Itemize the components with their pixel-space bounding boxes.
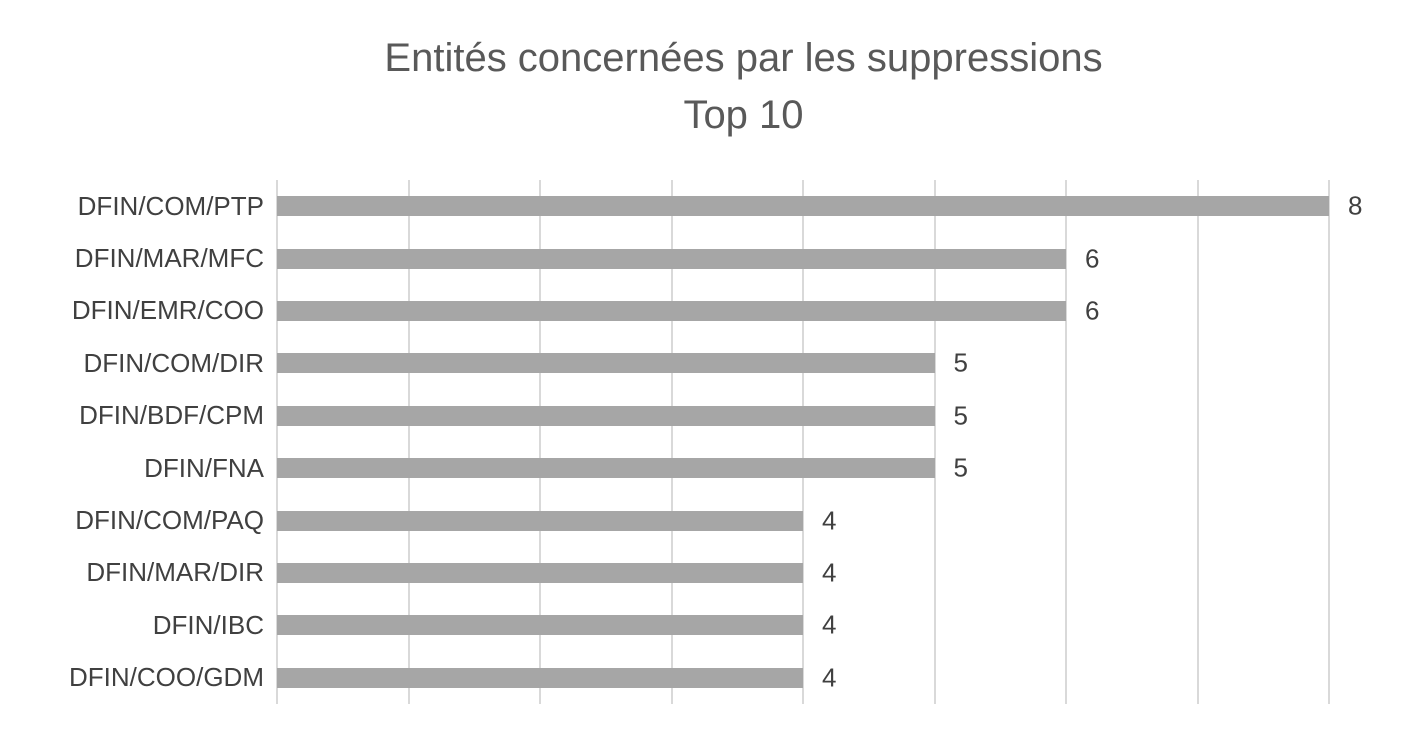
bar-row: 8 <box>277 180 1362 232</box>
bar <box>277 196 1329 217</box>
value-label: 4 <box>822 557 837 588</box>
category-label: DFIN/FNA <box>144 452 264 483</box>
chart-title-line2: Top 10 <box>683 93 804 137</box>
gridline <box>407 180 410 704</box>
bar <box>277 300 1066 321</box>
category-axis: DFIN/COM/PTP DFIN/MAR/MFC DFIN/EMR/COO DFIN… <box>30 180 264 704</box>
value-label: 6 <box>1085 243 1100 274</box>
gridline <box>933 180 936 704</box>
gridline <box>539 180 541 704</box>
bar-row: 5 <box>277 442 1329 494</box>
value-label: 8 <box>1348 190 1363 221</box>
bar <box>277 510 803 531</box>
value-label: 6 <box>1085 295 1100 326</box>
bar-row: 4 <box>277 599 1329 651</box>
category-label: DFIN/COM/PTP <box>77 190 264 221</box>
category-label: DFIN/BDF/CPM <box>79 400 264 431</box>
bar <box>277 458 935 479</box>
category-label: DFIN/COO/GDM <box>69 662 264 693</box>
value-label: 4 <box>822 505 837 536</box>
bar-row: 6 <box>277 232 1329 284</box>
value-label: 5 <box>953 347 968 378</box>
bar-row: 5 <box>277 390 1329 442</box>
category-label: DFIN/MAR/DIR <box>86 557 264 588</box>
value-label: 5 <box>953 452 968 483</box>
bar <box>277 667 803 688</box>
plot-area: 8 6 6 5 5 5 4 4 4 4 <box>276 180 1362 704</box>
category-label: DFIN/COM/PAQ <box>75 505 264 536</box>
category-label: DFIN/EMR/COO <box>71 295 264 326</box>
bar-row: 4 <box>277 547 1329 599</box>
category-label: DFIN/IBC <box>152 609 264 640</box>
bar-row: 4 <box>277 494 1329 546</box>
value-label: 4 <box>822 609 837 640</box>
bar-row: 5 <box>277 337 1329 389</box>
category-label: DFIN/COM/DIR <box>83 347 264 378</box>
gridline <box>802 180 804 704</box>
chart-title: Entités concernées par les suppressions … <box>79 30 1408 144</box>
bar-row: 4 <box>277 652 1329 704</box>
bar <box>277 562 803 583</box>
value-label: 5 <box>953 400 968 431</box>
gridline <box>276 180 278 704</box>
chart-title-line1: Entités concernées par les suppressions <box>384 36 1103 80</box>
value-label: 4 <box>822 662 837 693</box>
category-label: DFIN/MAR/MFC <box>74 243 264 274</box>
gridline <box>670 180 673 704</box>
gridline <box>1328 180 1330 704</box>
gridline <box>1196 180 1199 704</box>
gridline <box>1065 180 1067 704</box>
bar <box>277 353 935 374</box>
bar <box>277 248 1066 269</box>
bar-row: 6 <box>277 285 1329 337</box>
bar <box>277 615 803 636</box>
bar <box>277 405 935 426</box>
